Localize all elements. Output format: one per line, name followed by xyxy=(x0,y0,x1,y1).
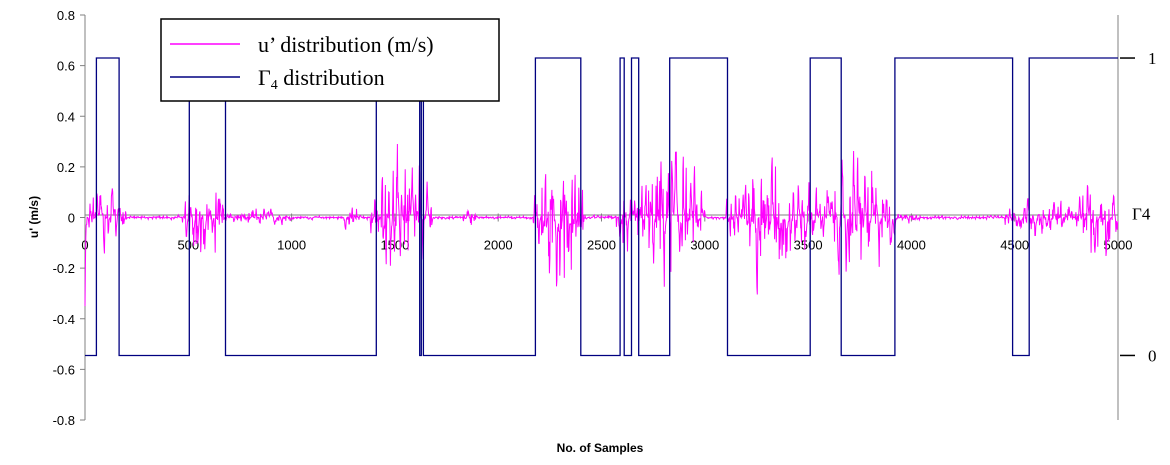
x-tick-label: 5000 xyxy=(1104,238,1133,253)
series-u-prime-line xyxy=(84,143,1119,307)
x-tick-label: 2000 xyxy=(484,238,513,253)
x-tick-label: 4000 xyxy=(897,238,926,253)
legend-box xyxy=(160,18,500,102)
y-tick-label: 0 xyxy=(68,211,75,226)
legend: u’ distribution (m/s) Γ4 distribution xyxy=(160,18,500,102)
x-tick-label: 3500 xyxy=(794,238,823,253)
secondary-axis-title: Γ4 xyxy=(1132,205,1151,224)
x-tick-label: 1000 xyxy=(277,238,306,253)
legend-label-gamma: Γ4 distribution xyxy=(258,65,385,93)
x-ticks: 0 500 1000 1500 2000 2500 3000 3500 4000 4500 5000 xyxy=(81,213,1133,253)
x-tick-label: 4500 xyxy=(1000,238,1029,253)
y-ticks: -0.8 -0.6 -0.4 -0.2 0 0.2 0.4 0.6 0.8 xyxy=(53,8,85,428)
y-tick-label: 0.4 xyxy=(57,109,75,124)
series-layer xyxy=(84,57,1119,357)
secondary-tick-label: 0 xyxy=(1148,346,1157,365)
y-tick-label: -0.2 xyxy=(53,261,75,276)
legend-label-u: u’ distribution (m/s) xyxy=(258,32,434,57)
y-axis-title: u' (m/s) xyxy=(27,196,41,238)
x-tick-label: 0 xyxy=(81,238,88,253)
series-gamma-step-line xyxy=(85,57,1118,357)
y-tick-label: 0.2 xyxy=(57,160,75,175)
x-tick-label: 3000 xyxy=(690,238,719,253)
x-tick-label: 2500 xyxy=(587,238,616,253)
y-tick-label: -0.6 xyxy=(53,362,75,377)
secondary-axis: 1 Γ4 0 xyxy=(1120,49,1157,365)
y-tick-label: 0.6 xyxy=(57,59,75,74)
secondary-tick-label: 1 xyxy=(1148,49,1157,68)
y-tick-label: -0.8 xyxy=(53,413,75,428)
y-tick-label: 0.8 xyxy=(57,8,75,23)
y-tick-label: -0.4 xyxy=(53,312,75,327)
x-axis-title: No. of Samples xyxy=(557,441,644,455)
